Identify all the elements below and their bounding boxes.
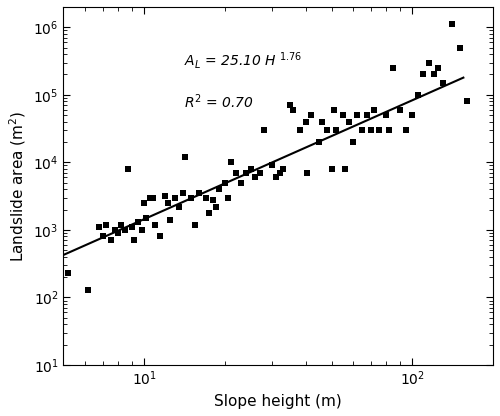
Y-axis label: Landslide area (m$^2$): Landslide area (m$^2$) bbox=[7, 110, 28, 262]
Point bbox=[140, 200, 148, 206]
Point bbox=[181, 154, 189, 160]
Point bbox=[276, 169, 283, 176]
Point bbox=[420, 71, 428, 78]
Point bbox=[166, 217, 174, 223]
Point bbox=[328, 166, 336, 172]
Point bbox=[164, 200, 172, 206]
Point bbox=[352, 112, 360, 119]
Point bbox=[232, 169, 240, 176]
Point bbox=[375, 127, 383, 134]
Text: $A_L$ = 25.10 $H$ $^{1.76}$: $A_L$ = 25.10 $H$ $^{1.76}$ bbox=[184, 50, 302, 71]
Point bbox=[338, 112, 346, 119]
Point bbox=[106, 237, 114, 244]
Point bbox=[456, 44, 464, 51]
Point bbox=[345, 119, 353, 125]
X-axis label: Slope height (m): Slope height (m) bbox=[214, 394, 342, 409]
Point bbox=[247, 166, 255, 172]
Point bbox=[272, 174, 280, 181]
Point bbox=[95, 224, 103, 230]
Point bbox=[303, 169, 311, 176]
Point bbox=[256, 169, 264, 176]
Point bbox=[316, 139, 324, 145]
Point bbox=[142, 215, 150, 221]
Point bbox=[151, 221, 159, 228]
Point bbox=[268, 162, 276, 169]
Point bbox=[286, 102, 294, 109]
Point bbox=[367, 127, 375, 134]
Point bbox=[439, 79, 447, 86]
Point bbox=[341, 166, 349, 172]
Point bbox=[402, 127, 410, 134]
Point bbox=[162, 193, 170, 199]
Point bbox=[170, 194, 178, 201]
Point bbox=[424, 59, 432, 66]
Point bbox=[138, 227, 146, 233]
Point bbox=[208, 196, 216, 203]
Point bbox=[180, 190, 188, 196]
Point bbox=[149, 194, 157, 201]
Point bbox=[221, 179, 229, 186]
Point bbox=[290, 106, 298, 113]
Point bbox=[260, 127, 268, 134]
Point bbox=[302, 119, 310, 125]
Point bbox=[206, 209, 214, 216]
Point bbox=[134, 219, 142, 225]
Point bbox=[84, 287, 92, 293]
Point bbox=[102, 221, 110, 228]
Point bbox=[323, 127, 331, 134]
Point bbox=[385, 127, 393, 134]
Point bbox=[332, 127, 340, 134]
Point bbox=[408, 112, 416, 119]
Point bbox=[242, 169, 250, 176]
Point bbox=[364, 112, 372, 119]
Point bbox=[121, 227, 129, 233]
Point bbox=[98, 233, 106, 240]
Point bbox=[237, 179, 245, 186]
Point bbox=[308, 112, 316, 119]
Point bbox=[252, 174, 260, 181]
Point bbox=[156, 233, 164, 240]
Point bbox=[358, 127, 366, 134]
Point bbox=[382, 112, 390, 119]
Point bbox=[349, 139, 357, 145]
Point bbox=[146, 194, 154, 201]
Point bbox=[114, 230, 122, 236]
Point bbox=[215, 186, 223, 193]
Point bbox=[370, 106, 378, 113]
Point bbox=[434, 64, 442, 71]
Point bbox=[430, 71, 438, 78]
Point bbox=[224, 194, 232, 201]
Point bbox=[124, 166, 132, 172]
Point bbox=[195, 190, 203, 196]
Point bbox=[188, 194, 196, 201]
Point bbox=[226, 159, 234, 166]
Point bbox=[318, 119, 326, 125]
Point bbox=[202, 194, 210, 201]
Point bbox=[463, 98, 471, 105]
Text: $R^2$ = 0.70: $R^2$ = 0.70 bbox=[184, 93, 254, 111]
Point bbox=[191, 221, 199, 228]
Point bbox=[175, 203, 183, 210]
Point bbox=[212, 203, 220, 210]
Point bbox=[296, 127, 304, 134]
Point bbox=[396, 106, 404, 113]
Point bbox=[448, 21, 456, 28]
Point bbox=[128, 224, 136, 230]
Point bbox=[64, 270, 72, 276]
Point bbox=[390, 64, 398, 71]
Point bbox=[279, 166, 287, 172]
Point bbox=[330, 106, 338, 113]
Point bbox=[130, 237, 138, 244]
Point bbox=[117, 221, 125, 228]
Point bbox=[111, 227, 119, 233]
Point bbox=[414, 92, 422, 98]
